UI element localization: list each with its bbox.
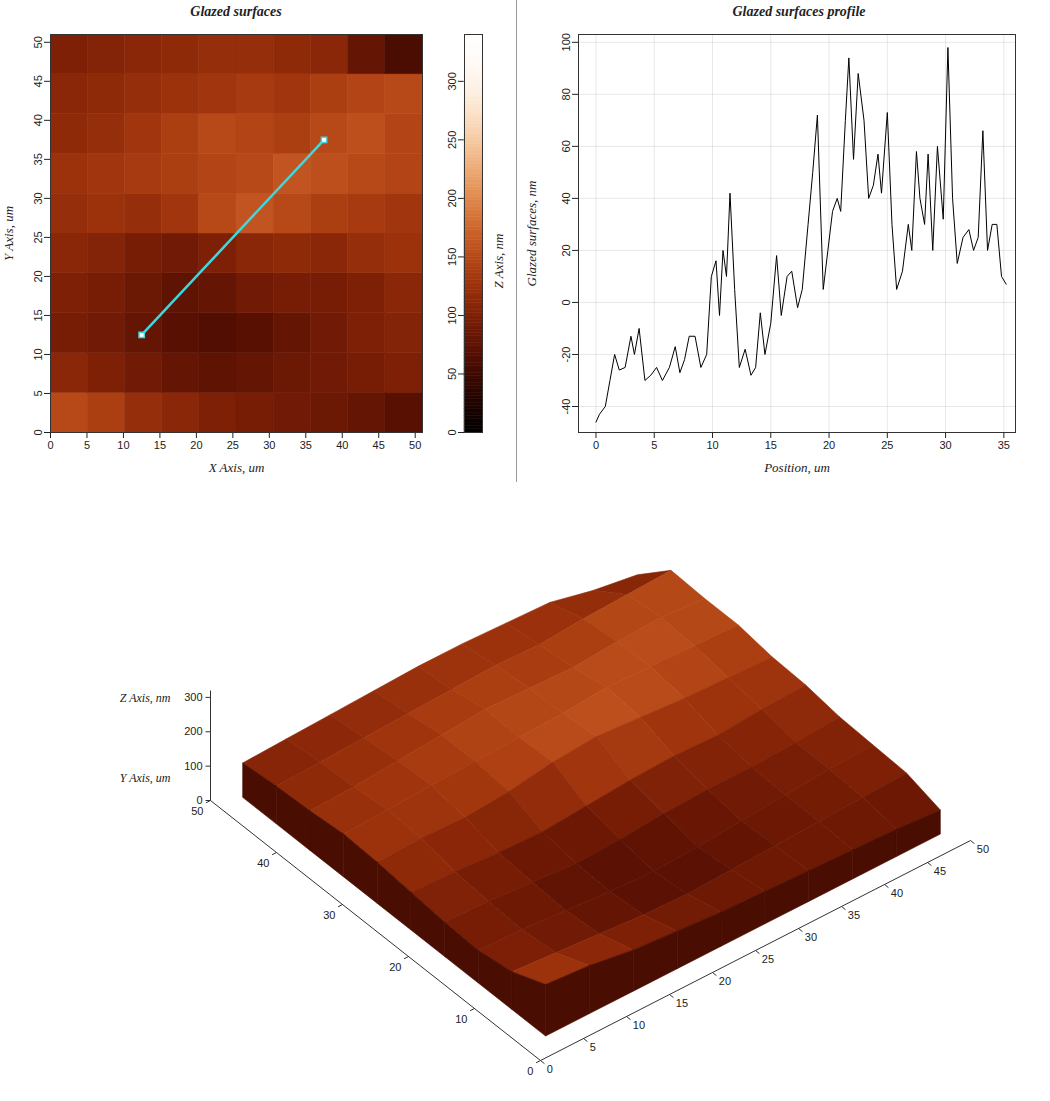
svg-text:35: 35	[848, 909, 860, 921]
svg-text:0: 0	[547, 1063, 553, 1075]
svg-text:0: 0	[47, 439, 53, 451]
svg-text:30: 30	[263, 439, 275, 451]
svg-text:15: 15	[32, 309, 44, 321]
svg-text:Z Axis, nm: Z Axis, nm	[120, 691, 171, 705]
svg-text:35: 35	[32, 153, 44, 165]
svg-text:50: 50	[409, 439, 421, 451]
svg-text:5: 5	[32, 390, 44, 396]
svg-text:Z Axis, nm: Z Axis, nm	[491, 234, 506, 289]
svg-text:30: 30	[32, 192, 44, 204]
svg-text:100: 100	[560, 33, 572, 51]
svg-text:20: 20	[719, 975, 731, 987]
svg-text:40: 40	[257, 857, 269, 869]
svg-text:0: 0	[527, 1065, 533, 1077]
svg-text:Glazed surfaces, nm: Glazed surfaces, nm	[524, 181, 539, 287]
svg-text:100: 100	[184, 760, 202, 772]
svg-text:45: 45	[934, 865, 946, 877]
svg-text:0: 0	[560, 299, 572, 305]
html-text:Glazed surfaces: Glazed surfaces	[190, 4, 282, 19]
svg-text:-40: -40	[560, 399, 572, 415]
svg-text:45: 45	[373, 439, 385, 451]
svg-text:50: 50	[191, 805, 203, 817]
svg-text:Y Axis, um: Y Axis, um	[120, 771, 171, 785]
svg-text:5: 5	[84, 439, 90, 451]
svg-text:300: 300	[446, 72, 458, 90]
svg-text:-20: -20	[560, 347, 572, 363]
svg-text:15: 15	[676, 997, 688, 1009]
svg-text:20: 20	[823, 439, 835, 451]
svg-text:Y Axis, um: Y Axis, um	[1, 206, 16, 261]
svg-text:25: 25	[32, 231, 44, 243]
svg-text:10: 10	[117, 439, 129, 451]
svg-text:35: 35	[300, 439, 312, 451]
svg-text:50: 50	[977, 843, 989, 855]
svg-text:25: 25	[762, 953, 774, 965]
svg-text:40: 40	[891, 887, 903, 899]
svg-text:150: 150	[446, 248, 458, 266]
svg-text:0: 0	[196, 794, 202, 806]
svg-text:25: 25	[227, 439, 239, 451]
svg-text:20: 20	[32, 270, 44, 282]
svg-text:10: 10	[706, 439, 718, 451]
svg-text:50: 50	[446, 368, 458, 380]
svg-text:0: 0	[32, 429, 44, 435]
svg-text:30: 30	[805, 931, 817, 943]
svg-text:40: 40	[560, 192, 572, 204]
svg-text:40: 40	[32, 114, 44, 126]
svg-text:5: 5	[590, 1041, 596, 1053]
svg-text:0: 0	[593, 439, 599, 451]
svg-text:300: 300	[184, 691, 202, 703]
svg-text:200: 200	[184, 725, 202, 737]
svg-text:0: 0	[446, 429, 458, 435]
svg-text:50: 50	[32, 36, 44, 48]
svg-text:Position, um: Position, um	[763, 460, 830, 475]
svg-text:X Axis, um: X Axis, um	[208, 460, 265, 475]
svg-text:15: 15	[154, 439, 166, 451]
svg-text:10: 10	[455, 1013, 467, 1025]
svg-text:30: 30	[323, 909, 335, 921]
svg-text:100: 100	[446, 306, 458, 324]
svg-text:80: 80	[560, 88, 572, 100]
svg-text:20: 20	[560, 244, 572, 256]
svg-text:5: 5	[651, 439, 657, 451]
svg-text:45: 45	[32, 75, 44, 87]
svg-text:20: 20	[389, 961, 401, 973]
svg-text:250: 250	[446, 131, 458, 149]
svg-text:20: 20	[190, 439, 202, 451]
svg-text:35: 35	[998, 439, 1010, 451]
svg-text:10: 10	[633, 1019, 645, 1031]
svg-text:10: 10	[32, 348, 44, 360]
html-text:Glazed surfaces profile: Glazed surfaces profile	[732, 4, 866, 19]
svg-text:200: 200	[446, 189, 458, 207]
svg-text:40: 40	[336, 439, 348, 451]
svg-text:60: 60	[560, 140, 572, 152]
svg-text:30: 30	[939, 439, 951, 451]
svg-text:15: 15	[765, 439, 777, 451]
svg-text:25: 25	[881, 439, 893, 451]
